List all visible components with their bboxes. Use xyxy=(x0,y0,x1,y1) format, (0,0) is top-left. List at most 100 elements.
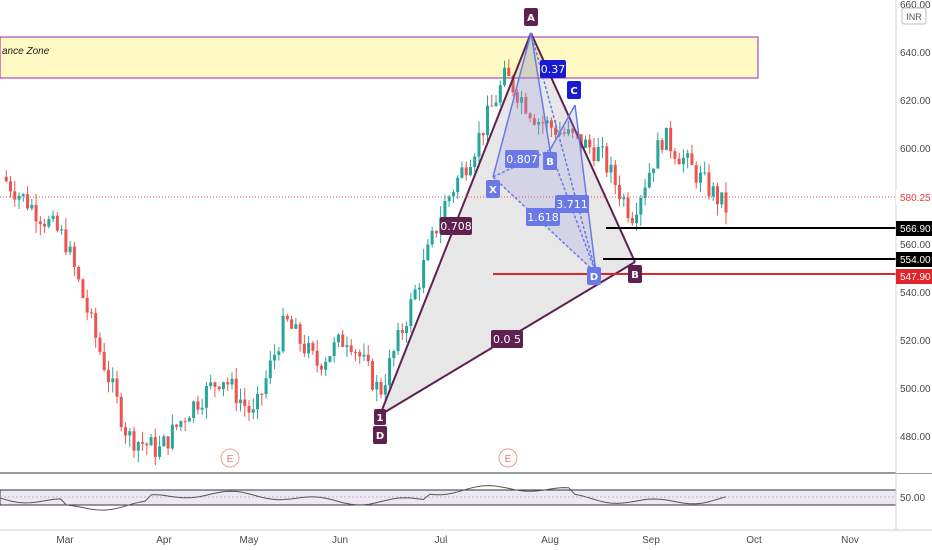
candle-body xyxy=(541,122,545,124)
candle-body xyxy=(141,442,145,444)
price-tag-580: 580.25 xyxy=(900,193,931,204)
candle-body xyxy=(362,354,366,357)
candle-body xyxy=(332,342,336,357)
point-1-label: 1 xyxy=(377,413,384,424)
large-pattern-fill xyxy=(380,33,635,415)
candle-body xyxy=(38,221,42,224)
ratio-0807: 0.807 xyxy=(506,153,538,166)
candle-body xyxy=(537,122,541,125)
candle-body xyxy=(711,186,715,197)
candle-body xyxy=(328,356,332,362)
candle-body xyxy=(456,177,460,193)
y-tick-label: 500.00 xyxy=(900,384,931,395)
candle-body xyxy=(579,134,583,148)
candle-body xyxy=(549,120,553,128)
ratio-labels: 0.708 0.0 5 0.807 0.37 1.618 3.711 xyxy=(440,60,589,348)
candle-body xyxy=(149,437,153,446)
candle-body xyxy=(51,215,55,220)
candle-body xyxy=(209,382,213,387)
candle-body xyxy=(430,230,434,245)
point-X-label: X xyxy=(489,185,497,196)
candle-body xyxy=(226,382,230,385)
candle-body xyxy=(243,399,247,407)
candle-body xyxy=(221,382,225,390)
candle-body xyxy=(268,360,272,379)
candle-body xyxy=(9,181,13,192)
candle-body xyxy=(145,443,149,446)
candle-body xyxy=(622,197,626,200)
candle-body xyxy=(468,166,472,176)
candle-body xyxy=(260,393,264,395)
ratio-0708: 0.708 xyxy=(440,220,472,233)
candle-body xyxy=(715,186,719,205)
candle-body xyxy=(375,382,379,390)
y-tick-label: 540.00 xyxy=(900,288,931,299)
candle-body xyxy=(477,132,481,157)
candle-body xyxy=(613,164,617,185)
candle-body xyxy=(89,312,93,314)
candle-body xyxy=(345,345,349,347)
candle-body xyxy=(694,165,698,183)
candle-body xyxy=(515,92,519,103)
candle-body xyxy=(336,334,340,343)
price-axis[interactable] xyxy=(896,0,932,473)
y-tick-label: 620.00 xyxy=(900,96,931,107)
candle-body xyxy=(26,194,30,209)
candle-body xyxy=(481,132,485,136)
price-tag-554: 554.00 xyxy=(900,255,931,266)
candle-body xyxy=(639,197,643,215)
candle-body xyxy=(681,157,685,165)
candle-body xyxy=(72,246,76,267)
candle-body xyxy=(451,192,455,197)
candle-body xyxy=(64,229,68,253)
candle-body xyxy=(281,315,285,352)
candle-body xyxy=(187,417,191,422)
y-tick-label: 480.00 xyxy=(900,432,931,443)
candle-body xyxy=(405,326,409,334)
candle-body xyxy=(200,407,204,410)
candle-body xyxy=(460,167,464,178)
candle-body xyxy=(494,102,498,107)
candle-body xyxy=(294,324,298,329)
candle-body xyxy=(192,401,196,418)
candle-body xyxy=(341,334,345,347)
candle-body xyxy=(30,204,34,209)
point-D-small-label: D xyxy=(590,272,598,283)
svg-text:INR: INR xyxy=(906,12,922,22)
candle-body xyxy=(400,330,404,334)
event-marker-2: E xyxy=(505,454,512,465)
candle-body xyxy=(566,129,570,134)
candle-body xyxy=(703,172,707,174)
x-axis-ticks: Mar Apr May Jun Jul Aug Sep Oct Nov xyxy=(56,535,859,546)
ratio-005: 0.0 5 xyxy=(493,333,521,346)
point-C-label: C xyxy=(570,86,577,97)
candle-body xyxy=(588,139,592,148)
candle-body xyxy=(311,343,315,351)
candle-body xyxy=(520,97,524,103)
y-tick-label: 560.00 xyxy=(900,240,931,251)
rsi-line xyxy=(0,485,727,511)
candle-body xyxy=(315,350,319,366)
candle-body xyxy=(302,343,306,354)
candle-body xyxy=(366,354,370,362)
candle-body xyxy=(596,146,600,162)
candle-body xyxy=(166,436,170,449)
candle-body xyxy=(349,345,353,352)
candle-body xyxy=(277,351,281,355)
candle-body xyxy=(21,194,25,196)
event-markers[interactable]: E E xyxy=(220,448,518,468)
y-tick-label: 600.00 xyxy=(900,144,931,155)
y-tick-label: 640.00 xyxy=(900,48,931,59)
candle-body xyxy=(106,370,110,383)
ratio-037: 0.37 xyxy=(541,63,566,76)
candle-body xyxy=(524,97,528,114)
candle-body xyxy=(609,164,613,173)
candle-body xyxy=(251,409,255,413)
candle-body xyxy=(17,195,21,200)
candle-body xyxy=(686,153,690,158)
candle-body xyxy=(175,424,179,427)
candle-body xyxy=(383,385,387,395)
candle-body xyxy=(379,382,383,395)
candle-body xyxy=(34,204,38,222)
